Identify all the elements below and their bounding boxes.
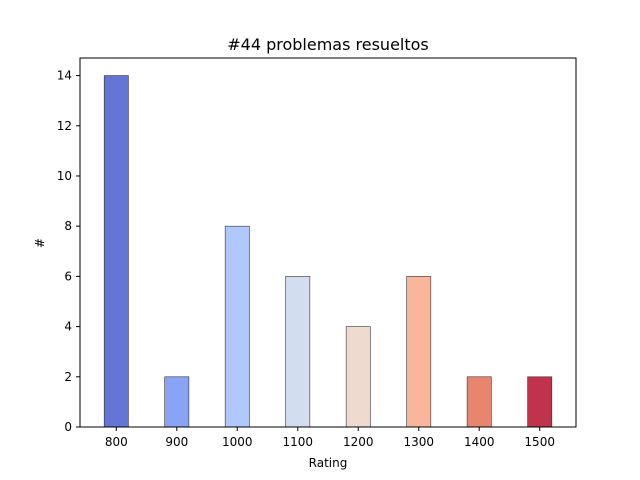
y-tick-label-2: 2 xyxy=(64,370,72,384)
bar-800 xyxy=(103,75,129,428)
y-tick-label-4: 4 xyxy=(64,320,72,334)
x-tick-label-800: 800 xyxy=(105,435,128,449)
bar-1000 xyxy=(224,225,250,428)
x-tick-label-1300: 1300 xyxy=(403,435,434,449)
axes-frame xyxy=(79,57,577,428)
y-tick-label-12: 12 xyxy=(57,119,72,133)
x-tick-label-1500: 1500 xyxy=(524,435,555,449)
x-tick-label-1100: 1100 xyxy=(282,435,313,449)
x-tick-label-1000: 1000 xyxy=(222,435,253,449)
y-tick-label-0: 0 xyxy=(64,420,72,434)
chart-title: #44 problemas resueltos xyxy=(227,35,429,54)
bar-1100 xyxy=(285,276,311,428)
bar-1300 xyxy=(406,276,432,428)
y-tick-label-6: 6 xyxy=(64,269,72,283)
bar-1400 xyxy=(466,376,492,428)
x-axis-label: Rating xyxy=(309,456,348,470)
y-tick-label-10: 10 xyxy=(57,169,72,183)
y-tick-label-8: 8 xyxy=(64,219,72,233)
bar-1500 xyxy=(527,376,553,428)
plot-area: 800 900 1000 1100 1200 1300 1400 1500 0 2 4 6 8 10 12 1… xyxy=(57,57,577,449)
x-tick-label-900: 900 xyxy=(165,435,188,449)
x-tick-label-1200: 1200 xyxy=(343,435,374,449)
y-tick-label-14: 14 xyxy=(57,69,72,83)
y-axis-label: # xyxy=(33,238,47,248)
bar-1200 xyxy=(345,326,371,428)
bar-900 xyxy=(164,376,190,428)
x-tick-label-1400: 1400 xyxy=(464,435,495,449)
